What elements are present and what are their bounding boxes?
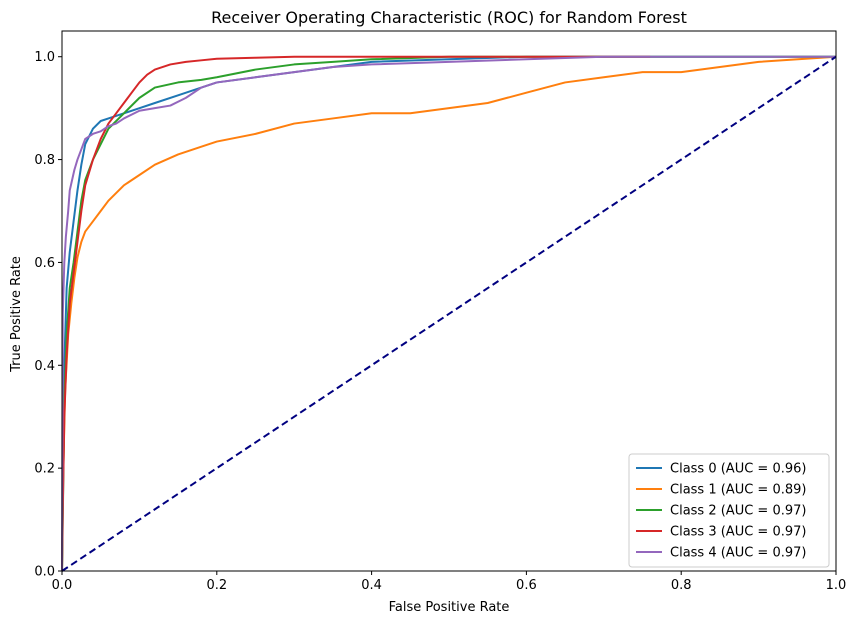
series-line-class-0 [61,55,836,572]
y-axis-title: True Positive Rate [9,256,24,373]
legend-entry-class-3: Class 3 (AUC = 0.97) [670,525,806,540]
x-tick-label: 0.2 [206,578,227,593]
legend-entry-class-4: Class 4 (AUC = 0.97) [670,546,806,561]
legend-entry-class-1: Class 1 (AUC = 0.89) [670,483,806,498]
legend-box [628,453,830,568]
x-tick-label: 0.4 [361,578,382,593]
chance-diagonal-line [61,55,837,572]
legend: Class 0 (AUC = 0.96) Class 1 (AUC = 0.89)… [628,453,830,568]
series-line-class-4 [61,55,836,572]
x-tick-label: 0.8 [671,578,692,593]
series-line-class-1 [61,55,837,572]
y-tick-label: 0.6 [34,256,55,271]
legend-entry-class-0: Class 0 (AUC = 0.96) [670,462,806,477]
x-axis-title: False Positive Rate [389,600,510,615]
y-tick-label: 0.4 [34,359,55,374]
x-tick-label: 0.6 [516,578,537,593]
series-layer [61,55,837,572]
x-axis: 0.0 0.2 0.4 0.6 0.8 1.0 [52,571,847,593]
legend-entry-class-2: Class 2 (AUC = 0.97) [670,504,806,519]
y-tick-label: 0.0 [34,565,55,580]
y-axis: 0.0 0.2 0.4 0.6 0.8 1.0 [34,50,62,580]
y-tick-label: 0.2 [34,462,55,477]
y-tick-label: 1.0 [34,50,55,65]
plot-frame [61,30,837,572]
chart-title: Receiver Operating Characteristic (ROC) … [211,8,687,27]
x-tick-label: 0.0 [52,578,73,593]
x-tick-label: 1.0 [826,578,847,593]
series-line-class-3 [61,55,651,572]
y-tick-label: 0.8 [34,153,55,168]
